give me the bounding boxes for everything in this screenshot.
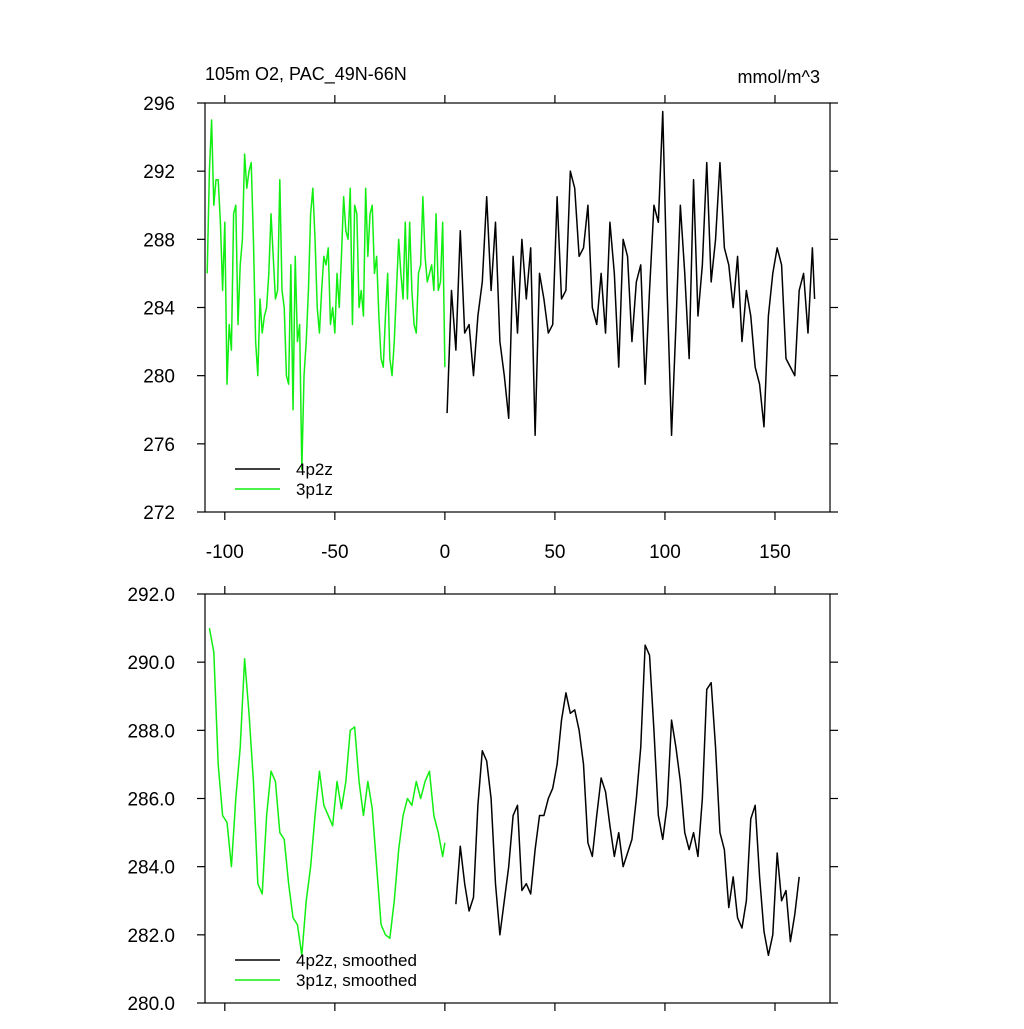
data-line [446, 110, 816, 437]
x-tick-label: -50 [321, 542, 348, 563]
x-tick-label: -100 [206, 542, 244, 563]
data-line [455, 644, 800, 957]
data-line [206, 119, 446, 471]
y-tick-label: 284.0 [127, 858, 175, 879]
y-tick-label: 272 [143, 503, 175, 524]
legend-label: 3p1z [296, 480, 333, 499]
legend-label: 3p1z, smoothed [296, 971, 417, 990]
plot-frame [204, 593, 831, 1004]
y-tick-label: 290.0 [127, 653, 175, 674]
x-tick-label: 150 [759, 542, 791, 563]
y-tick-label: 286.0 [127, 790, 175, 811]
legend-label: 4p2z [296, 460, 333, 479]
y-tick-label: 292 [143, 162, 175, 183]
x-tick-label: 100 [649, 542, 681, 563]
plot-frame [204, 102, 831, 513]
x-tick-label: 0 [440, 542, 451, 563]
y-tick-label: 292.0 [127, 585, 175, 606]
data-line [208, 627, 446, 957]
y-tick-label: 288 [143, 230, 175, 251]
y-tick-label: 282.0 [127, 926, 175, 947]
y-tick-label: 276 [143, 435, 175, 456]
y-tick-label: 296 [143, 94, 175, 115]
y-tick-label: 280.0 [127, 994, 175, 1015]
y-tick-label: 284 [143, 299, 175, 320]
y-tick-label: 280 [143, 367, 175, 388]
y-tick-label: 288.0 [127, 721, 175, 742]
unit-label: mmol/m^3 [738, 67, 820, 87]
chart-title: 105m O2, PAC_49N-66N [205, 64, 407, 85]
legend-label: 4p2z, smoothed [296, 951, 417, 970]
x-tick-label: 50 [544, 542, 565, 563]
